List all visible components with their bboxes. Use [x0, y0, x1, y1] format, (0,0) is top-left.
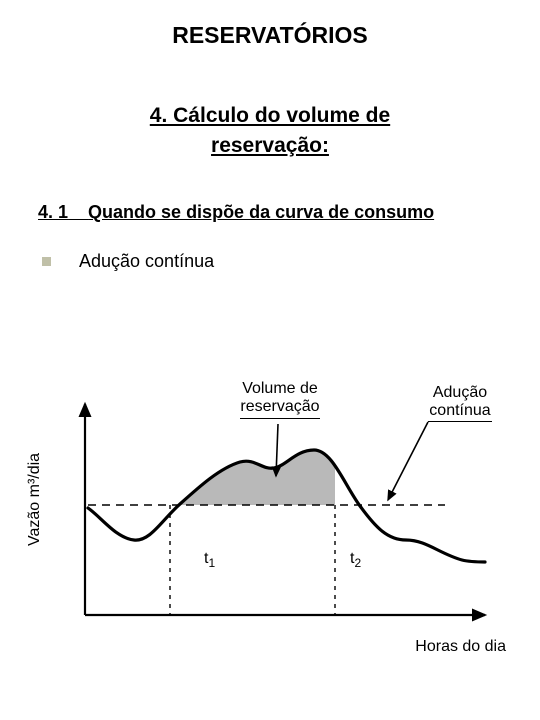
- section-title-line2: reservação:: [211, 134, 329, 157]
- subsection-number: 4. 1: [38, 202, 68, 222]
- bullet-row: Adução contínua: [0, 251, 540, 272]
- t2-label: t2: [350, 550, 361, 571]
- subsection-row: 4. 1 Quando se dispõe da curva de consum…: [0, 202, 540, 223]
- volume-label: Volume de reservação: [220, 380, 340, 419]
- section-title: 4. Cálculo do volume de reservação:: [0, 101, 540, 162]
- chart-svg: [30, 390, 520, 660]
- x-axis-label: Horas do dia: [415, 638, 506, 656]
- y-axis-label: Vazão m³/dia: [26, 453, 44, 546]
- page-title: RESERVATÓRIOS: [0, 0, 540, 49]
- aducao-label: Adução contínua: [410, 384, 510, 422]
- t1-label: t1: [204, 550, 215, 571]
- section-title-line1: 4. Cálculo do volume de: [150, 104, 390, 127]
- bullet-icon: [42, 257, 51, 266]
- chart: Vazão m³/dia Volume de reservação Adução…: [30, 390, 520, 690]
- subsection-text: Quando se dispõe da curva de consumo: [88, 202, 434, 222]
- bullet-text: Adução contínua: [79, 251, 214, 272]
